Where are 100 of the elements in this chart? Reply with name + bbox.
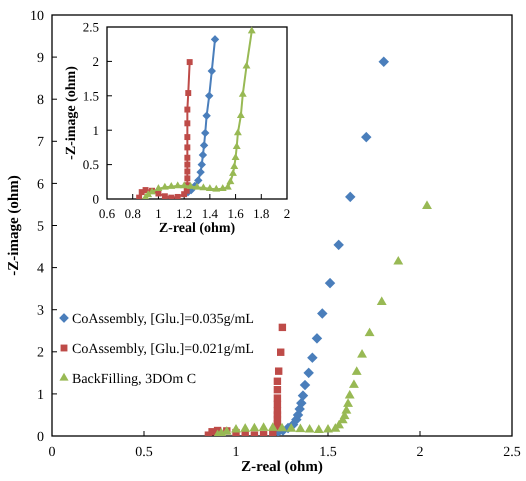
point: [185, 90, 192, 96]
point: [274, 378, 282, 385]
point: [202, 112, 211, 120]
point: [230, 162, 238, 169]
point: [274, 367, 282, 375]
point: [277, 422, 287, 432]
point: [323, 424, 333, 433]
point: [196, 168, 205, 176]
x-tick-label: 2.5: [503, 445, 521, 460]
point: [167, 182, 176, 189]
point: [208, 66, 216, 76]
x-tick-label: 1.6: [227, 206, 244, 221]
point: [180, 181, 188, 188]
point: [352, 366, 362, 375]
point: [205, 92, 214, 100]
point: [200, 141, 208, 150]
y-tick-label: 2: [92, 54, 99, 69]
point: [303, 368, 314, 378]
x-tick-label: 1.2: [176, 206, 192, 221]
y-axis-title: -Z-image (ohm): [6, 175, 22, 276]
point: [226, 177, 234, 184]
point: [300, 380, 310, 390]
point: [184, 134, 190, 140]
point: [234, 128, 242, 136]
point: [155, 190, 162, 196]
point: [184, 144, 190, 150]
point: [314, 424, 324, 433]
y-tick-label: 5: [37, 219, 44, 234]
point: [378, 56, 389, 67]
point: [162, 193, 168, 199]
point: [174, 194, 181, 199]
y-tick-label: 2: [37, 346, 44, 361]
y-tick-label: 8: [37, 93, 44, 108]
y-tick-label: 6: [37, 177, 44, 192]
point: [249, 422, 260, 432]
point: [295, 424, 306, 432]
point: [242, 62, 250, 69]
point: [160, 182, 169, 190]
point: [376, 296, 387, 305]
x-tick-label: 2: [284, 206, 290, 221]
point: [268, 422, 278, 431]
y-tick-label: 1: [37, 388, 44, 403]
y-tick-label: 4: [37, 262, 44, 276]
point: [218, 184, 227, 191]
point: [199, 183, 208, 190]
point: [298, 390, 308, 401]
point: [198, 150, 208, 160]
point: [278, 324, 286, 332]
y-tick-label: 10: [30, 8, 44, 24]
y-tick-label: 1.5: [82, 88, 99, 104]
x-axis-title: Z-real (ohm): [241, 459, 323, 475]
x-tick-label: 0.8: [124, 206, 141, 221]
y-tick-label: 9: [37, 51, 44, 66]
y-tick-label: 0.5: [82, 157, 99, 172]
point: [186, 59, 193, 66]
point: [364, 328, 375, 336]
point: [210, 35, 220, 44]
point: [184, 120, 190, 126]
point: [194, 176, 202, 185]
point: [248, 26, 256, 34]
y-tick-label: 0: [92, 192, 99, 207]
point: [193, 182, 201, 190]
point: [184, 168, 190, 174]
point: [324, 278, 336, 288]
point: [231, 424, 241, 433]
point: [184, 154, 190, 161]
point: [212, 184, 220, 192]
point: [181, 191, 188, 198]
point: [229, 168, 237, 176]
point: [349, 379, 359, 388]
point: [277, 348, 284, 356]
y-tick-label: 1: [92, 122, 99, 138]
x-tick-label: 1.8: [253, 206, 270, 221]
x-axis-title: Z-real (ohm): [158, 221, 236, 236]
x-tick-label: 0.5: [135, 445, 153, 460]
point: [186, 182, 195, 189]
y-tick-label: 3: [37, 304, 44, 319]
legend-label: BackFilling, 3DOm C: [72, 372, 196, 387]
point: [361, 132, 372, 142]
point: [312, 333, 322, 344]
x-tick-label: 1: [155, 206, 162, 221]
point: [333, 240, 344, 250]
x-tick-label: 0.6: [98, 206, 116, 221]
point: [274, 386, 282, 394]
x-tick-label: 2: [416, 445, 424, 460]
point: [201, 128, 210, 138]
legend-label: CoAssembly, [Glu.]=0.021g/mL: [72, 342, 254, 357]
y-tick-label: 2.5: [82, 20, 99, 35]
y-tick-label: 7: [37, 135, 44, 150]
point: [232, 142, 241, 149]
point: [307, 352, 318, 363]
x-tick-label: 1.5: [319, 445, 337, 460]
point: [330, 423, 340, 432]
point: [184, 162, 190, 168]
point: [174, 181, 182, 188]
point: [357, 349, 367, 358]
point: [184, 106, 190, 113]
point: [184, 175, 190, 182]
point: [286, 423, 296, 432]
legend-label: CoAssembly, [Glu.]=0.035g/mL: [72, 312, 254, 327]
